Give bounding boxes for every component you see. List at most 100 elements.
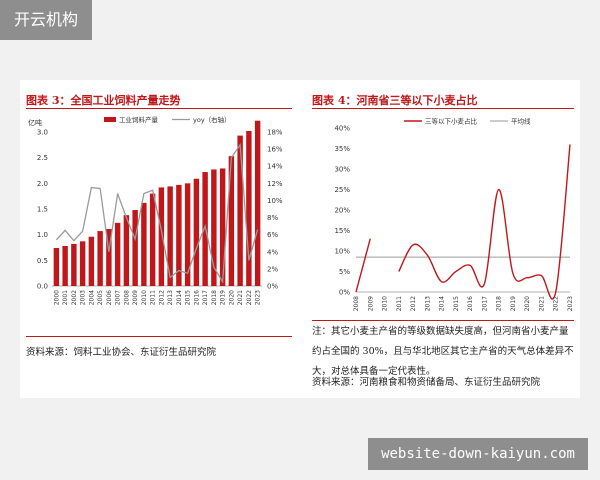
right-y-tick-label: 4% bbox=[267, 248, 278, 256]
right-y-tick-label: 14% bbox=[267, 163, 283, 171]
feed-output-bar bbox=[88, 236, 95, 286]
feed-output-bar bbox=[219, 168, 226, 286]
x-tick-label: 2001 bbox=[62, 290, 69, 305]
x-tick-label: 2012 bbox=[410, 296, 417, 311]
x-tick-label: 2013 bbox=[167, 290, 174, 305]
x-tick-label: 2000 bbox=[53, 290, 60, 305]
left-y-tick-label: 0.0 bbox=[37, 283, 48, 291]
x-tick-label: 2010 bbox=[141, 290, 148, 305]
y-tick-label: 10% bbox=[334, 248, 350, 256]
watermark-top: 开云机构 bbox=[0, 0, 92, 40]
right-title-rule bbox=[312, 108, 574, 109]
legend-label-share: 三等以下小麦占比 bbox=[425, 117, 478, 126]
x-tick-label: 2015 bbox=[185, 290, 192, 305]
feed-output-bar bbox=[149, 193, 156, 286]
wheat-share-line bbox=[398, 144, 571, 300]
right-chart-note: 注：其它小麦主产省的等级数据缺失度高，但河南省小麦产量约占全国的 30%，且与华… bbox=[312, 326, 574, 377]
feed-output-bar bbox=[176, 184, 182, 286]
feed-output-bar bbox=[228, 156, 235, 286]
x-tick-label: 2016 bbox=[193, 290, 200, 305]
x-tick-label: 2010 bbox=[382, 296, 389, 311]
y-tick-label: 20% bbox=[334, 207, 350, 215]
henan-wheat-chart: 0% 5% 10% 15% 20% 25% 30% 35% 40% 2008 2009 2010 201… bbox=[334, 117, 574, 312]
feed-production-chart: 亿吨 0.0 0.5 1.0 1.5 2.0 2.5 3.0 0% 2% 4% 6% 8% 10% 12% 1… bbox=[28, 115, 283, 305]
x-tick-label: 2022 bbox=[553, 296, 560, 311]
feed-output-bar bbox=[141, 202, 147, 286]
left-y-tick-label: 2.5 bbox=[37, 154, 48, 162]
x-tick-label: 2017 bbox=[481, 296, 488, 311]
feed-output-bar bbox=[106, 229, 112, 286]
left-chart-source: 资料来源：饲料工业协会、东证衍生品研究院 bbox=[26, 347, 217, 358]
y-tick-label: 35% bbox=[334, 145, 350, 153]
feed-output-bar bbox=[132, 210, 138, 286]
left-y-tick-label: 2.0 bbox=[37, 180, 48, 188]
feed-output-bar bbox=[184, 183, 191, 286]
yoy-line bbox=[55, 142, 259, 284]
x-tick-label: 2003 bbox=[80, 290, 87, 305]
right-chart-source: 资料来源：河南粮食和物资储备局、东证衍生品研究院 bbox=[312, 377, 541, 388]
y-tick-label: 15% bbox=[334, 227, 350, 235]
legend-swatch-bar bbox=[104, 117, 116, 122]
y-tick-label: 30% bbox=[334, 166, 350, 174]
feed-output-bar bbox=[71, 243, 77, 286]
left-panel: 图表 3：全国工业饲料产量走势 亿吨 0.0 0.5 1.0 1.5 2.0 2.5 3.0 0… bbox=[20, 80, 300, 398]
wheat-share-line bbox=[355, 238, 371, 293]
legend-label-bar: 工业饲料产量 bbox=[119, 115, 159, 124]
x-tick-label: 2002 bbox=[71, 290, 78, 305]
x-tick-label: 2019 bbox=[220, 290, 227, 305]
y-tick-label: 40% bbox=[334, 125, 350, 133]
x-tick-label: 2009 bbox=[132, 290, 139, 305]
feed-output-bar bbox=[123, 215, 130, 286]
x-tick-label: 2017 bbox=[202, 290, 209, 305]
x-tick-label: 2011 bbox=[150, 290, 157, 305]
x-tick-label: 2021 bbox=[237, 290, 244, 305]
feed-output-bar bbox=[193, 178, 200, 286]
x-tick-label: 2022 bbox=[246, 290, 253, 305]
y-tick-label: 0% bbox=[339, 289, 350, 297]
feed-output-bar bbox=[97, 231, 103, 286]
x-tick-label: 2015 bbox=[453, 296, 460, 311]
right-chart-title: 图表 4：河南省三等以下小麦占比 bbox=[312, 94, 478, 107]
x-tick-label: 2006 bbox=[106, 290, 113, 305]
x-tick-label: 2004 bbox=[88, 290, 95, 305]
feed-output-bar bbox=[237, 135, 243, 286]
left-y-axis-title: 亿吨 bbox=[28, 118, 42, 127]
left-chart-title: 图表 3：全国工业饲料产量走势 bbox=[26, 94, 181, 107]
x-tick-label: 2005 bbox=[97, 290, 104, 305]
feed-output-bar bbox=[254, 120, 261, 286]
right-y-tick-label: 16% bbox=[267, 146, 283, 154]
feed-output-bar bbox=[79, 241, 86, 286]
left-y-tick-label: 3.0 bbox=[37, 129, 48, 137]
x-tick-label: 2009 bbox=[367, 296, 374, 311]
watermark-bottom: website-down-kaiyun.com bbox=[368, 438, 588, 470]
x-tick-label: 2008 bbox=[353, 296, 360, 311]
feed-output-bar bbox=[62, 245, 68, 286]
feed-output-bar bbox=[167, 186, 173, 286]
right-y-tick-label: 6% bbox=[267, 231, 278, 239]
feed-output-bar bbox=[211, 169, 217, 286]
left-y-tick-label: 1.5 bbox=[37, 206, 48, 214]
right-panel: 图表 4：河南省三等以下小麦占比 0% 5% 10% 15% 20% 25% 30% 35% 4… bbox=[308, 80, 580, 398]
x-tick-label: 2007 bbox=[115, 290, 122, 305]
x-tick-label: 2012 bbox=[158, 290, 165, 305]
feed-output-bar bbox=[246, 130, 252, 286]
y-tick-label: 25% bbox=[334, 186, 350, 194]
left-y-tick-label: 0.5 bbox=[37, 257, 48, 265]
left-title-rule bbox=[26, 108, 292, 109]
feed-output-bar bbox=[53, 248, 60, 286]
x-tick-label: 2018 bbox=[211, 290, 218, 305]
right-y-tick-label: 8% bbox=[267, 214, 278, 222]
x-tick-label: 2016 bbox=[467, 296, 474, 311]
x-tick-label: 2020 bbox=[524, 296, 531, 311]
feed-output-bar bbox=[114, 222, 121, 286]
left-y-tick-label: 1.0 bbox=[37, 231, 48, 239]
legend-label-average: 平均线 bbox=[511, 117, 531, 126]
left-source-rule bbox=[26, 336, 292, 337]
feed-output-bar bbox=[158, 187, 165, 286]
right-y-tick-label: 12% bbox=[267, 180, 283, 188]
x-tick-label: 2021 bbox=[538, 296, 545, 311]
legend-label-yoy: yoy（右轴） bbox=[193, 115, 231, 124]
x-tick-label: 2018 bbox=[496, 296, 503, 311]
report-card: 图表 3：全国工业饲料产量走势 亿吨 0.0 0.5 1.0 1.5 2.0 2.5 3.0 0… bbox=[20, 80, 580, 398]
x-tick-label: 2008 bbox=[123, 290, 130, 305]
